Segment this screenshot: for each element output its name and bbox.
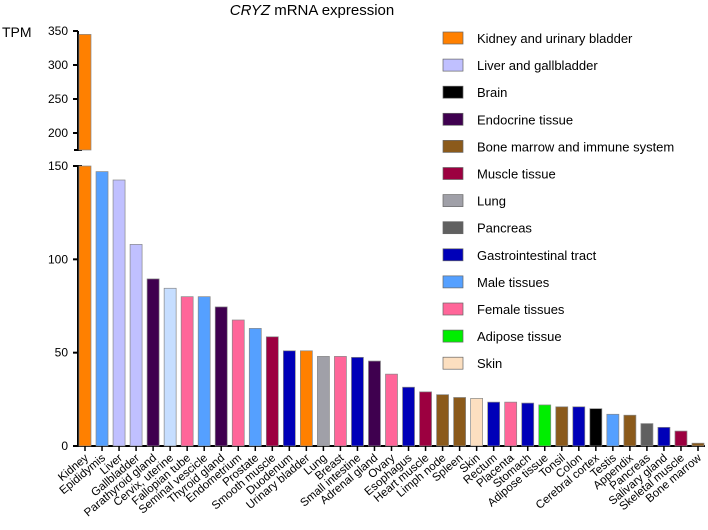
legend-label: Brain <box>477 85 507 100</box>
bar <box>146 278 160 447</box>
legend-swatch <box>442 167 464 180</box>
y-tick-label: 150 <box>48 159 68 173</box>
legend-label: Gastrointestinal tract <box>477 248 597 263</box>
bar <box>129 244 143 447</box>
legend-label: Male tissues <box>477 275 550 290</box>
bar <box>589 408 603 447</box>
bar <box>657 426 671 447</box>
bar <box>402 386 415 447</box>
y-tick-label: 100 <box>48 252 68 266</box>
legend-swatch <box>442 302 464 316</box>
y-tick-label: 0 <box>61 439 68 453</box>
bar <box>180 296 194 447</box>
bar <box>674 430 688 447</box>
bar <box>231 319 245 447</box>
legend-label: Kidney and urinary bladder <box>477 31 633 46</box>
bar <box>265 336 279 447</box>
bar <box>623 414 637 447</box>
legend-label: Pancreas <box>477 221 532 236</box>
chart-title: CRYZ mRNA expression <box>230 2 395 19</box>
bar <box>317 356 330 447</box>
bar <box>538 404 552 447</box>
bar <box>470 398 483 447</box>
bar <box>385 373 398 447</box>
bar <box>436 394 449 447</box>
legend-label: Muscle tissue <box>477 167 556 182</box>
legend-label: Skin <box>477 356 502 371</box>
bar-upper-segment <box>78 34 92 151</box>
bar <box>112 179 126 447</box>
bar <box>555 406 569 447</box>
legend-swatch <box>442 221 464 235</box>
legend-swatch <box>442 194 464 207</box>
legend-swatch <box>442 85 464 99</box>
y-tick-label: 350 <box>48 24 68 38</box>
bar <box>572 406 586 447</box>
legend-swatch <box>442 58 464 72</box>
y-tick-label: 50 <box>55 346 69 360</box>
bar <box>351 356 364 447</box>
bar <box>163 287 177 447</box>
bar <box>453 397 466 447</box>
legend-label: Lung <box>477 194 506 209</box>
legend-swatch <box>442 275 464 289</box>
legend-swatch <box>442 31 464 45</box>
bar <box>521 402 535 447</box>
bar <box>300 350 313 447</box>
legend-swatch <box>442 248 464 262</box>
legend-label: Liver and gallbladder <box>477 58 598 73</box>
bar <box>504 401 518 447</box>
bar <box>487 401 501 447</box>
y-tick-label: 200 <box>48 126 68 140</box>
bar <box>419 391 432 447</box>
y-tick-label: 250 <box>48 92 68 106</box>
legend-label: Bone marrow and immune system <box>477 139 674 154</box>
bar <box>248 328 262 447</box>
legend-swatch <box>442 329 464 343</box>
bar <box>606 413 620 447</box>
bar <box>640 423 654 447</box>
bar <box>334 356 347 447</box>
bar <box>197 296 211 447</box>
legend-label: Adipose tissue <box>477 329 562 344</box>
bar <box>78 165 92 447</box>
bar <box>95 171 109 447</box>
legend-label: Endocrine tissue <box>477 112 573 127</box>
y-axis-label: TPM <box>2 24 32 40</box>
legend-swatch <box>442 112 464 126</box>
legend-label: Female tissues <box>477 302 565 317</box>
bar <box>282 350 296 447</box>
bar <box>214 306 228 447</box>
bar <box>368 360 381 447</box>
y-tick-label: 300 <box>48 58 68 72</box>
bar <box>691 442 705 447</box>
legend-swatch <box>442 140 464 153</box>
legend-swatch <box>442 356 464 370</box>
